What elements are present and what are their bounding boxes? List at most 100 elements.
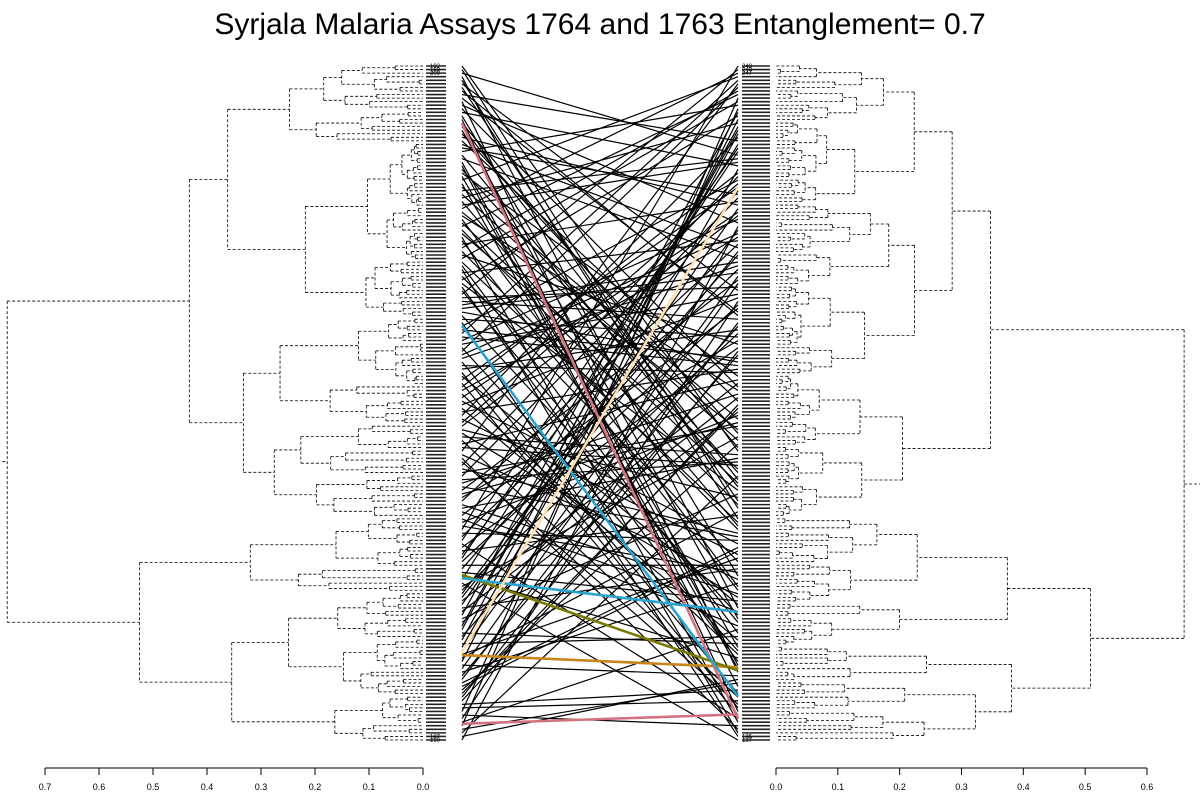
connector-line <box>461 79 739 334</box>
connector-line <box>461 375 739 605</box>
connector-line <box>461 518 739 627</box>
connector-line <box>461 382 739 602</box>
connector-line <box>461 226 739 741</box>
connector-line <box>461 176 739 466</box>
connector-line <box>461 286 739 299</box>
connector-line <box>461 133 739 641</box>
connector-line <box>461 678 739 738</box>
connector-line <box>461 108 739 712</box>
connector-line <box>461 333 739 591</box>
connector-line <box>461 268 739 538</box>
connector-line <box>461 93 739 142</box>
connector-line <box>461 276 739 652</box>
connector-line <box>461 493 739 620</box>
connector-line <box>461 112 739 616</box>
connector-line <box>461 136 739 416</box>
connector-line <box>461 347 739 548</box>
connector-line <box>461 179 739 327</box>
left-axis-tick-label: 0.2 <box>309 782 322 792</box>
colored-connector-line <box>461 653 739 669</box>
connector-line <box>461 72 739 210</box>
left-leaf-label: 209 <box>430 71 441 77</box>
connector-line <box>461 69 739 295</box>
connector-line <box>461 407 739 695</box>
connector-line <box>461 532 739 541</box>
left-dendrogram <box>0 65 423 741</box>
connector-line <box>461 279 739 491</box>
right-axis-tick-label: 0.0 <box>770 782 783 792</box>
left-leaf-label: 187 <box>430 734 441 740</box>
connector-line <box>461 65 739 530</box>
connector-line <box>461 129 739 620</box>
right-axis-tick-label: 0.4 <box>1017 782 1030 792</box>
right-leaf-label: 137 <box>742 738 753 744</box>
right-leaf-label: 135 <box>742 734 753 740</box>
connector-line <box>461 111 739 167</box>
left-axis-tick-label: 0.0 <box>417 782 430 792</box>
colored-connector-line <box>461 576 739 614</box>
connector-line <box>461 550 739 688</box>
left-x-axis: 0.7 0.6 0.5 0.4 0.3 0.2 0.1 0.0 <box>39 767 430 792</box>
connector-line <box>461 689 739 705</box>
connector-line <box>461 229 739 506</box>
connector-line <box>461 261 739 523</box>
connector-line <box>461 329 739 370</box>
connector-line <box>461 411 739 623</box>
right-axis-tick-label: 0.6 <box>1141 782 1154 792</box>
right-dendrogram <box>776 65 1200 741</box>
connector-line <box>461 347 739 652</box>
connector-line <box>461 211 739 399</box>
connector-line <box>461 190 739 555</box>
connector-line <box>461 140 739 402</box>
colored-connector-line <box>460 324 740 697</box>
connector-line <box>461 101 739 260</box>
connector-line <box>461 372 739 709</box>
left-axis-tick-label: 0.7 <box>39 782 52 792</box>
connector-line <box>461 254 739 345</box>
connector-line <box>461 283 739 670</box>
right-axis-tick-label: 0.1 <box>832 782 845 792</box>
colored-connector-line <box>461 573 739 672</box>
connector-line <box>461 158 739 260</box>
connector-line <box>461 436 739 456</box>
connector-line <box>461 86 739 352</box>
connector-line <box>461 628 739 723</box>
connector-line <box>461 422 739 495</box>
right-leaf-label: 248 <box>742 64 753 70</box>
connector-line <box>461 83 739 292</box>
connector-line <box>461 511 739 613</box>
connector-line <box>461 632 739 645</box>
colored-connector-lines <box>460 122 740 726</box>
left-axis-tick-label: 0.1 <box>363 782 376 792</box>
connector-line <box>461 350 739 698</box>
connector-line <box>461 193 739 441</box>
connector-line <box>461 143 739 249</box>
connector-line <box>461 208 739 605</box>
connector-lines <box>461 65 739 741</box>
connector-line <box>461 169 739 648</box>
connector-line <box>461 265 739 359</box>
connector-line <box>461 72 739 156</box>
left-axis-tick-label: 0.6 <box>93 782 106 792</box>
connector-line <box>461 161 739 206</box>
connector-line <box>461 286 739 662</box>
connector-line <box>461 197 739 477</box>
right-x-axis: 0.0 0.1 0.2 0.3 0.4 0.5 0.6 <box>770 767 1154 792</box>
connector-line <box>461 400 739 545</box>
left-axis-tick-label: 0.4 <box>201 782 214 792</box>
right-leaf-label: 247 <box>742 71 753 77</box>
connector-line <box>461 635 739 645</box>
connector-line <box>461 222 739 484</box>
right-axis-tick-label: 0.2 <box>893 782 906 792</box>
connector-line <box>461 475 739 734</box>
connector-line <box>461 511 739 659</box>
colored-connector-line <box>461 713 739 726</box>
right-axis-tick-label: 0.3 <box>955 782 968 792</box>
connector-line <box>461 147 739 195</box>
connector-line <box>461 293 739 345</box>
chart-title: Syrjala Malaria Assays 1764 and 1763 Ent… <box>214 8 985 41</box>
